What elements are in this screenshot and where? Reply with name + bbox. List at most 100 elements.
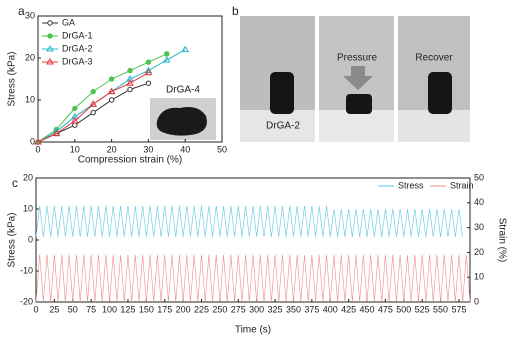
marker — [181, 45, 190, 53]
x-tick-label: 150 — [139, 304, 154, 314]
x-axis-label: Compression strain (%) — [78, 155, 182, 166]
sample — [428, 72, 452, 114]
y-tick-label: 10 — [25, 94, 35, 104]
inset-sample — [156, 107, 207, 136]
marker — [34, 138, 42, 145]
y-tick-label: -10 — [20, 265, 33, 275]
arrow — [343, 66, 373, 90]
marker — [144, 66, 153, 74]
inset-label: DrGA-4 — [166, 85, 200, 96]
marker — [72, 105, 78, 112]
x-tick-label: 425 — [341, 304, 356, 314]
x-tick-label: 300 — [249, 304, 264, 314]
legend-label: Stress — [398, 180, 424, 190]
y-tick-label: 10 — [23, 203, 33, 213]
marker — [164, 51, 170, 57]
y2-tick-label: 10 — [474, 272, 484, 282]
y-tick-label: 0 — [30, 136, 35, 146]
marker — [144, 68, 153, 76]
photo-label: Pressure — [337, 53, 377, 64]
x-tick-label: 275 — [231, 304, 246, 314]
x-tick-label: 325 — [268, 304, 283, 314]
legend-marker — [47, 20, 53, 26]
legend-label: DrGA-3 — [62, 56, 93, 66]
panel-label: b — [232, 4, 239, 18]
x-tick-label: 25 — [49, 304, 59, 314]
plot-frame — [35, 177, 471, 303]
legend-marker — [46, 58, 54, 65]
x-tick-label: 500 — [396, 304, 411, 314]
marker — [162, 56, 171, 63]
x-tick-label: 525 — [415, 304, 430, 314]
photo-label: DrGA-2 — [266, 121, 300, 132]
y-tick-label: 30 — [25, 10, 35, 20]
legend-label: DrGA-1 — [62, 30, 93, 40]
x-tick-label: 125 — [120, 304, 135, 314]
legend-label: Strain — [450, 180, 474, 190]
y2-axis-label: Strain (%) — [496, 218, 507, 262]
x-axis-label: Time (s) — [235, 325, 271, 336]
x-tick-label: 450 — [360, 304, 375, 314]
sample — [270, 72, 294, 114]
series-line — [37, 72, 149, 143]
series-line — [35, 205, 463, 237]
x-tick-label: 250 — [212, 304, 227, 314]
marker — [90, 88, 96, 95]
y-tick-label: 20 — [23, 172, 33, 182]
y-axis-label: Stress (kPa) — [7, 212, 18, 267]
x-tick-label: 10 — [70, 144, 80, 154]
y2-tick-label: 40 — [474, 197, 484, 207]
x-tick-label: 400 — [323, 304, 338, 314]
marker — [107, 87, 116, 95]
legend-marker — [47, 33, 53, 39]
x-tick-label: 0 — [33, 304, 38, 314]
x-tick-label: 30 — [143, 144, 153, 154]
y-tick-label: -20 — [20, 296, 33, 306]
y2-tick-label: 20 — [474, 247, 484, 257]
y-tick-label: 20 — [25, 52, 35, 62]
photo-floor — [398, 110, 470, 142]
series-line — [37, 53, 168, 143]
x-tick-label: 550 — [433, 304, 448, 314]
legend-label: DrGA-2 — [62, 43, 93, 53]
x-tick-label: 100 — [102, 304, 117, 314]
y-axis-label: Stress (kPa) — [7, 51, 18, 106]
x-tick-label: 575 — [451, 304, 466, 314]
x-tick-label: 40 — [180, 144, 190, 154]
photo-label: Recover — [415, 53, 453, 64]
x-tick-label: 225 — [194, 304, 209, 314]
y-tick-label: 0 — [28, 234, 33, 244]
marker — [70, 117, 79, 124]
photo-floor — [319, 110, 394, 142]
legend-label: GA — [62, 17, 75, 27]
x-tick-label: 75 — [86, 304, 96, 314]
x-tick-label: 50 — [217, 144, 227, 154]
plot-frame — [37, 15, 223, 143]
marker — [52, 129, 61, 137]
marker — [127, 86, 133, 93]
marker — [126, 79, 134, 86]
x-tick-label: 20 — [107, 144, 117, 154]
marker — [108, 76, 115, 82]
y2-tick-label: 0 — [474, 296, 479, 306]
x-tick-label: 175 — [157, 304, 172, 314]
sample — [346, 94, 372, 114]
marker — [72, 122, 78, 128]
marker — [145, 80, 152, 86]
x-tick-label: 200 — [176, 304, 191, 314]
y2-tick-label: 50 — [474, 172, 484, 182]
marker — [127, 67, 133, 74]
panel-label: c — [12, 176, 18, 190]
marker — [89, 100, 98, 107]
x-tick-label: 50 — [68, 304, 78, 314]
legend-marker — [46, 45, 54, 52]
y2-tick-label: 30 — [474, 222, 484, 232]
panel-label: a — [18, 4, 25, 18]
marker — [145, 59, 152, 65]
x-tick-label: 375 — [304, 304, 319, 314]
photo-floor — [240, 110, 315, 142]
series-line — [35, 254, 471, 303]
photos: b DrGA-2 Pressure Recover — [232, 4, 470, 142]
x-tick-label: 0 — [35, 144, 40, 154]
